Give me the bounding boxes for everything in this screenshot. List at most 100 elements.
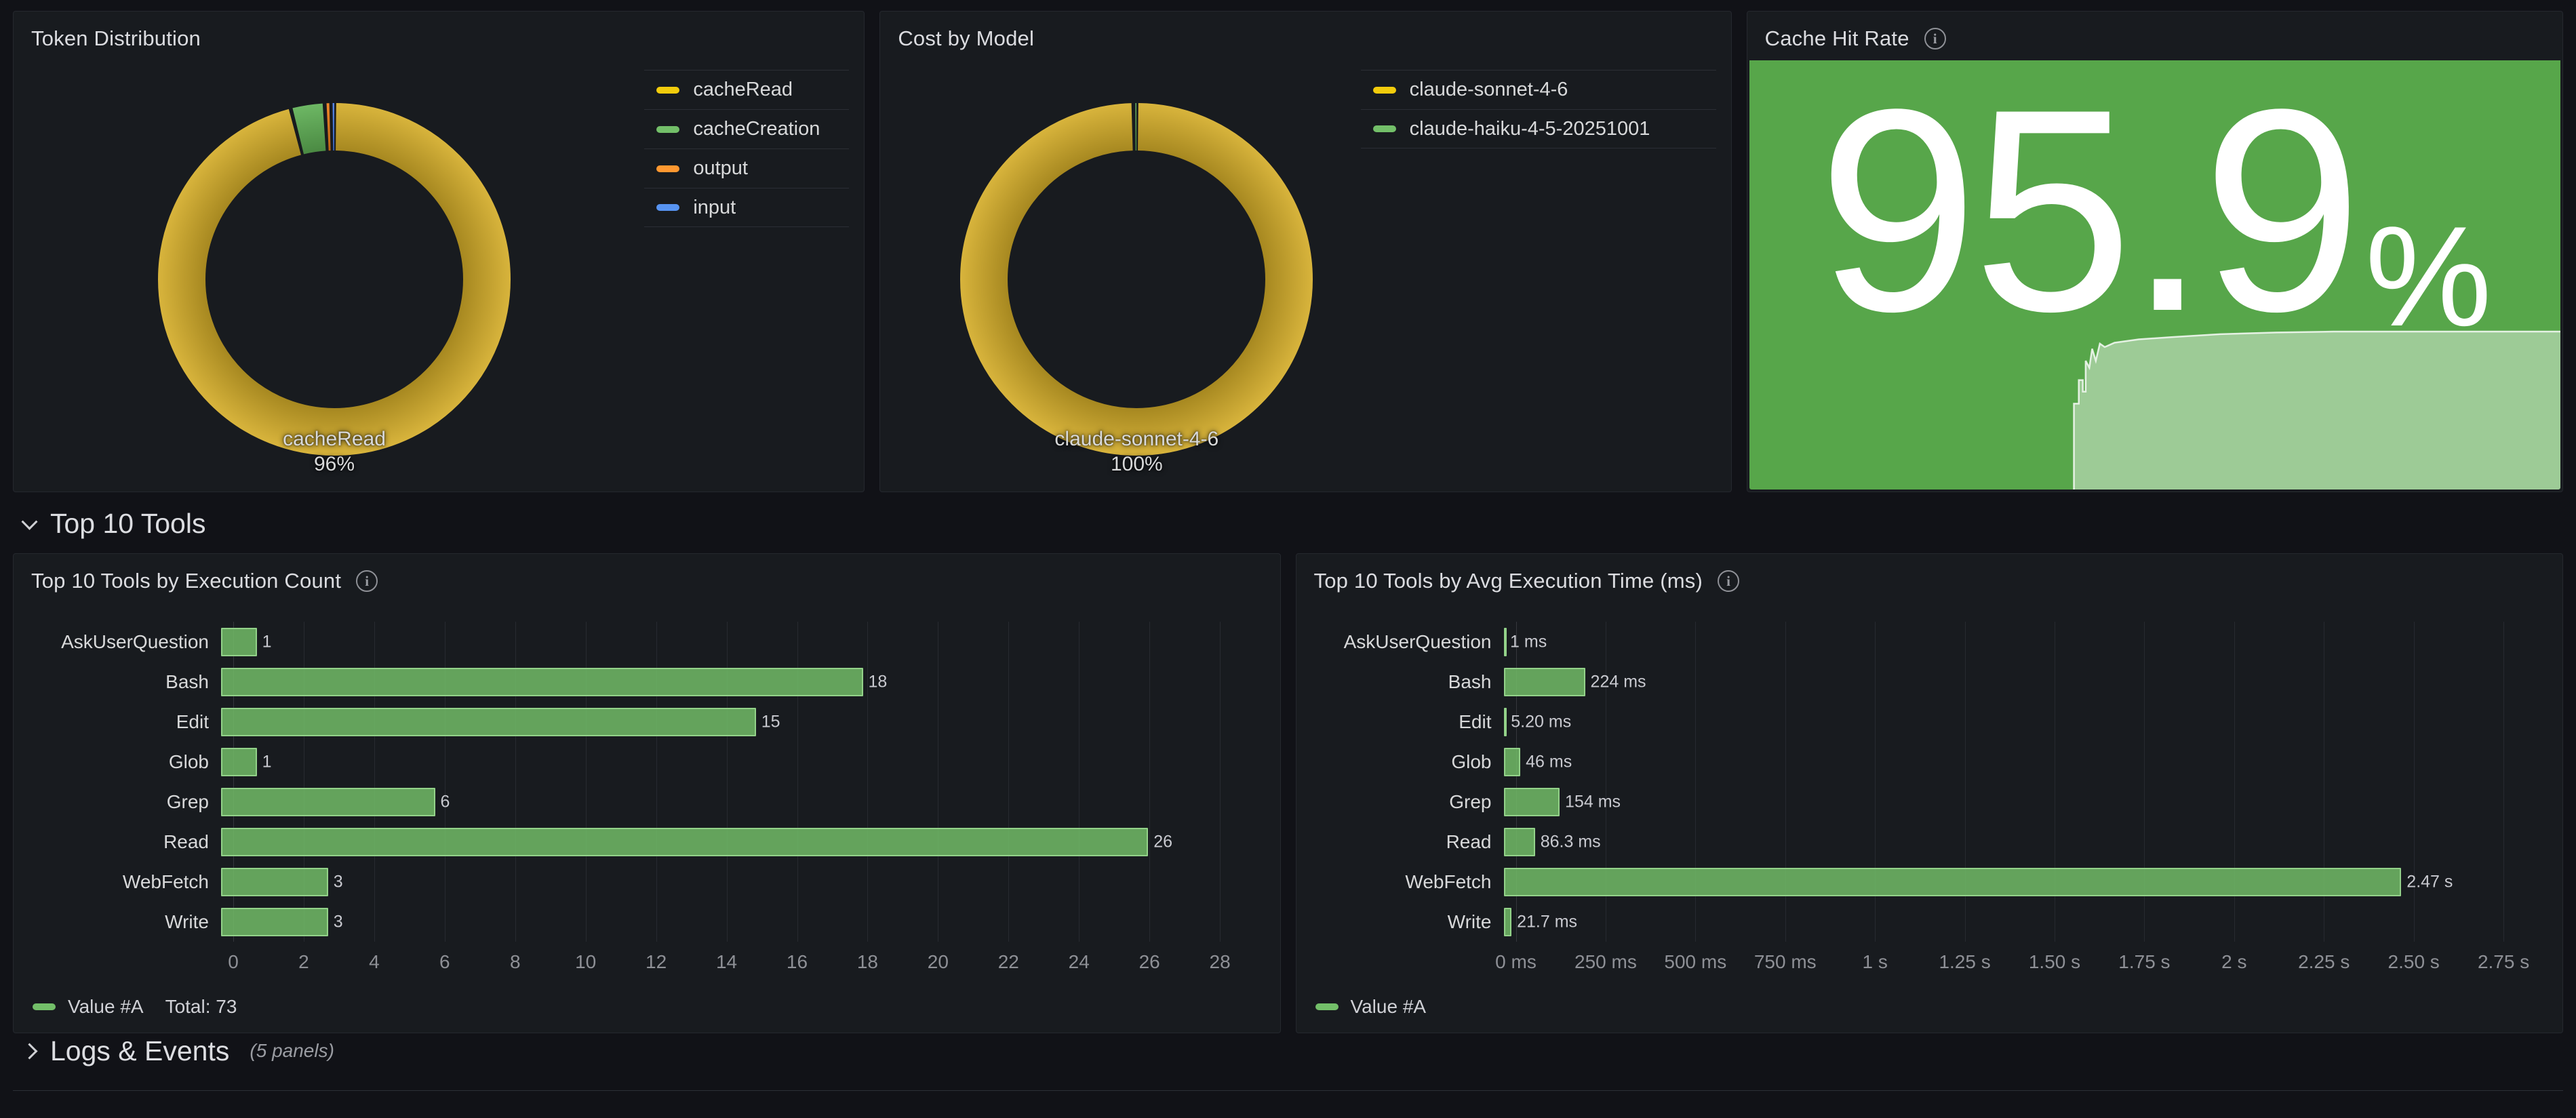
x-axis-tick-label: 1.50 s	[2028, 951, 2081, 972]
panel-title[interactable]: Cost by Model	[898, 26, 1035, 50]
bar-track: 1 ms	[1503, 627, 2545, 656]
legend-item-claude-haiku-4-5-20251001[interactable]: claude-haiku-4-5-20251001	[1360, 109, 1716, 148]
bar-Glob[interactable]	[1503, 747, 1521, 776]
bar-track: 5.20 ms	[1503, 707, 2545, 736]
cost-by-model-donut-chart[interactable]	[960, 103, 1313, 456]
x-axis-tick-label: 750 ms	[1753, 951, 1817, 972]
bar-value-label: 154 ms	[1565, 792, 1621, 811]
legend-item-output[interactable]: output	[644, 148, 850, 188]
legend-label: claude-sonnet-4-6	[1409, 79, 1568, 100]
x-axis-tick-label: 26	[1138, 951, 1160, 972]
bar-Read[interactable]	[221, 827, 1149, 856]
stat-value: 95.9 %	[1749, 66, 2560, 355]
category-label-Read: Read	[163, 831, 209, 852]
x-axis-tick-label: 12	[646, 951, 667, 972]
bar-track: 1	[221, 627, 1263, 656]
category-label-Edit: Edit	[1459, 711, 1492, 732]
x-axis-tick-label: 1 s	[1862, 951, 1888, 972]
x-axis-tick-label: 0 ms	[1495, 951, 1537, 972]
bar-track: 46 ms	[1503, 747, 2545, 776]
bar-WebFetch[interactable]	[1503, 867, 2402, 896]
category-label-Grep: Grep	[166, 791, 209, 812]
pie-slice-claude-sonnet-4-6[interactable]	[960, 103, 1313, 456]
legend-item-claude-sonnet-4-6[interactable]: claude-sonnet-4-6	[1360, 70, 1716, 109]
x-axis-tick-label: 16	[786, 951, 808, 972]
bar-Write[interactable]	[221, 907, 328, 936]
pie-slice-cacheRead[interactable]	[158, 103, 511, 456]
row-header-top-10-tools[interactable]: Top 10 Tools	[21, 507, 2563, 540]
bar-value-label: 15	[761, 712, 780, 731]
row-header-logs-events[interactable]: Logs & Events (5 panels)	[21, 1035, 2563, 1090]
bar-track: 18	[221, 667, 1263, 696]
bar-AskUserQuestion[interactable]	[221, 627, 257, 656]
bar-Glob[interactable]	[221, 747, 257, 776]
bar-value-label: 5.20 ms	[1511, 712, 1572, 731]
panel-title[interactable]: Top 10 Tools by Execution Count	[31, 569, 342, 593]
bar-AskUserQuestion[interactable]	[1503, 627, 1507, 656]
bar-value-label: 2.47 s	[2406, 872, 2453, 891]
category-label-WebFetch: WebFetch	[1405, 871, 1492, 892]
pie-callout-percent: 100%	[1110, 453, 1163, 475]
bar-Write[interactable]	[1503, 907, 1512, 936]
bar-row: Edit 15	[31, 702, 1263, 742]
bar-Edit[interactable]	[1503, 707, 1507, 736]
bar-chart-plot: AskUserQuestion 1 ms Bash 224 ms Edit 5.20 ms…	[1314, 622, 2545, 942]
panel-cache-hit-rate: Cache Hit Rate i 95.9 %	[1746, 11, 2563, 492]
info-icon[interactable]: i	[356, 570, 378, 592]
bar-track: 86.3 ms	[1503, 827, 2545, 856]
legend-swatch	[33, 1003, 56, 1010]
bar-track: 26	[221, 827, 1263, 856]
bar-value-label: 1 ms	[1510, 632, 1547, 651]
pie-slice-input[interactable]	[158, 103, 511, 456]
panel-header: Cost by Model	[898, 26, 1713, 51]
bar-Edit[interactable]	[221, 707, 756, 736]
legend-series-label[interactable]: Value #A	[68, 996, 144, 1017]
bar-row: Grep 154 ms	[1314, 782, 2545, 822]
legend-item-input[interactable]: input	[644, 188, 850, 227]
bar-Grep[interactable]	[221, 787, 435, 816]
legend-item-cacheRead[interactable]: cacheRead	[644, 70, 850, 109]
dashboard: Token Distribution cacheRead 96% cacheRe…	[13, 11, 2563, 1091]
panel-title[interactable]: Cache Hit Rate	[1764, 26, 1909, 50]
panel-title[interactable]: Token Distribution	[31, 26, 201, 50]
bar-Read[interactable]	[1503, 827, 1535, 856]
bar-Grep[interactable]	[1503, 787, 1560, 816]
legend-label: output	[693, 157, 748, 179]
bar-value-label: 3	[333, 872, 343, 891]
panel-header: Token Distribution	[31, 26, 846, 51]
category-label-Write: Write	[165, 911, 209, 932]
panel-title[interactable]: Top 10 Tools by Avg Execution Time (ms)	[1313, 569, 1703, 593]
x-axis-tick-label: 24	[1068, 951, 1090, 972]
legend-series-label[interactable]: Value #A	[1350, 996, 1427, 1017]
x-axis-tick-label: 4	[369, 951, 380, 972]
pie-slice-claude-haiku-4-5-20251001[interactable]	[960, 103, 1313, 456]
bar-row: Edit 5.20 ms	[1314, 702, 2545, 742]
row-panel-count: (5 panels)	[250, 1040, 334, 1061]
stat-body: 95.9 %	[1749, 60, 2560, 490]
x-axis-tick-label: 28	[1209, 951, 1231, 972]
bar-Bash[interactable]	[221, 667, 863, 696]
info-icon[interactable]: i	[1718, 570, 1740, 592]
x-axis-tick-label: 1.75 s	[2118, 951, 2171, 972]
chevron-down-icon	[21, 513, 38, 530]
info-icon[interactable]: i	[1924, 28, 1946, 49]
middle-row: Top 10 Tools by Execution Count i AskUse…	[13, 553, 2563, 1033]
panel-cost-by-model: Cost by Model claude-sonnet-4-6 100% cla…	[879, 11, 1732, 492]
x-axis-tick-label: 14	[715, 951, 738, 972]
bar-WebFetch[interactable]	[221, 867, 328, 896]
x-axis-tick-label: 2.75 s	[2477, 951, 2530, 972]
bar-value-label: 1	[262, 752, 272, 771]
token-distribution-donut-chart[interactable]	[158, 103, 511, 456]
bar-value-label: 3	[333, 912, 343, 931]
panel-header: Top 10 Tools by Avg Execution Time (ms) …	[1314, 569, 2545, 593]
bar-track: 154 ms	[1503, 787, 2545, 816]
category-label-Edit: Edit	[176, 711, 209, 732]
x-axis-tick-label: 2 s	[2221, 951, 2247, 972]
bar-track: 15	[221, 707, 1263, 736]
top-row: Token Distribution cacheRead 96% cacheRe…	[13, 11, 2563, 492]
bar-value-label: 224 ms	[1590, 672, 1646, 691]
bar-Bash[interactable]	[1503, 667, 1585, 696]
bar-rows: AskUserQuestion 1 ms Bash 224 ms Edit 5.20 ms…	[1314, 622, 2545, 942]
legend-item-cacheCreation[interactable]: cacheCreation	[644, 109, 850, 148]
panel-header: Cache Hit Rate i	[1747, 12, 2562, 51]
